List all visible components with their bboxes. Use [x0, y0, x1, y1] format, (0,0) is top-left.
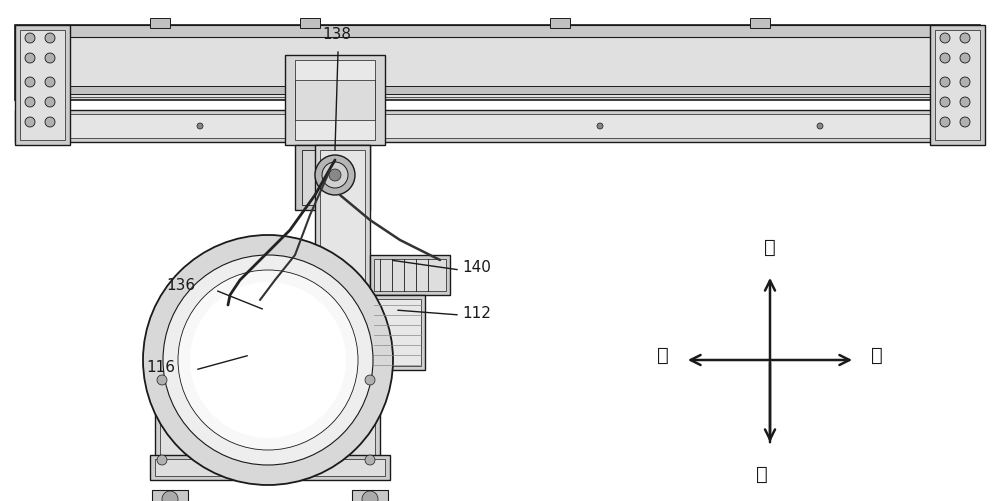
Bar [15, 86, 980, 94]
Text: 左: 左 [657, 346, 669, 365]
Circle shape [329, 169, 341, 181]
Circle shape [365, 455, 375, 465]
Bar [550, 18, 570, 28]
Bar [350, 374, 375, 456]
Bar [225, 270, 315, 350]
Circle shape [817, 123, 823, 129]
Circle shape [940, 33, 950, 43]
Bar [295, 145, 370, 210]
Bar [930, 25, 985, 145]
Bar [345, 370, 380, 460]
Circle shape [960, 33, 970, 43]
Text: 116: 116 [146, 361, 175, 376]
Circle shape [960, 77, 970, 87]
Bar [295, 60, 375, 140]
Bar [152, 490, 188, 501]
Circle shape [940, 117, 950, 127]
Bar [374, 299, 421, 366]
Bar [300, 18, 320, 28]
Bar [155, 459, 385, 476]
Bar [374, 259, 446, 291]
Bar [222, 354, 309, 401]
Circle shape [25, 97, 35, 107]
Circle shape [960, 53, 970, 63]
Circle shape [25, 117, 35, 127]
Circle shape [157, 375, 167, 385]
Circle shape [25, 53, 35, 63]
Bar [150, 455, 390, 480]
Bar [295, 80, 375, 120]
Circle shape [45, 97, 55, 107]
Circle shape [940, 77, 950, 87]
Circle shape [178, 270, 358, 450]
Text: 右: 右 [871, 346, 883, 365]
Bar [285, 55, 385, 145]
Circle shape [45, 53, 55, 63]
Bar [15, 25, 70, 145]
Circle shape [940, 97, 950, 107]
Text: 138: 138 [322, 27, 352, 42]
Bar [15, 28, 980, 97]
Circle shape [315, 155, 355, 195]
Circle shape [162, 491, 178, 501]
Circle shape [45, 77, 55, 87]
Circle shape [322, 162, 348, 188]
Bar [150, 18, 170, 28]
Bar [218, 350, 313, 405]
Circle shape [365, 375, 375, 385]
Circle shape [362, 491, 378, 501]
Bar [302, 150, 362, 205]
Circle shape [45, 117, 55, 127]
Bar [15, 114, 980, 138]
Circle shape [45, 33, 55, 43]
Bar [15, 110, 980, 142]
Text: 136: 136 [166, 278, 195, 293]
Bar [155, 370, 190, 460]
Text: 后: 后 [764, 238, 776, 257]
Circle shape [258, 300, 278, 320]
Circle shape [597, 123, 603, 129]
Text: 112: 112 [462, 306, 491, 321]
Bar [750, 18, 770, 28]
Circle shape [25, 77, 35, 87]
Bar [320, 150, 365, 375]
Circle shape [960, 97, 970, 107]
Circle shape [960, 117, 970, 127]
Bar [20, 30, 65, 140]
Circle shape [143, 235, 393, 485]
Bar [160, 374, 185, 456]
Text: 140: 140 [462, 261, 491, 276]
Bar [15, 25, 980, 100]
Bar [935, 30, 980, 140]
Circle shape [25, 33, 35, 43]
Bar [352, 490, 388, 501]
Circle shape [197, 123, 203, 129]
Bar [370, 295, 425, 370]
Bar [15, 25, 980, 37]
Circle shape [940, 53, 950, 63]
Bar [370, 255, 450, 295]
Bar [230, 275, 310, 345]
Circle shape [252, 369, 268, 385]
Circle shape [163, 255, 373, 465]
Circle shape [157, 455, 167, 465]
Bar [190, 350, 350, 372]
Circle shape [190, 282, 346, 438]
Text: 前: 前 [756, 465, 768, 484]
Bar [315, 145, 370, 380]
